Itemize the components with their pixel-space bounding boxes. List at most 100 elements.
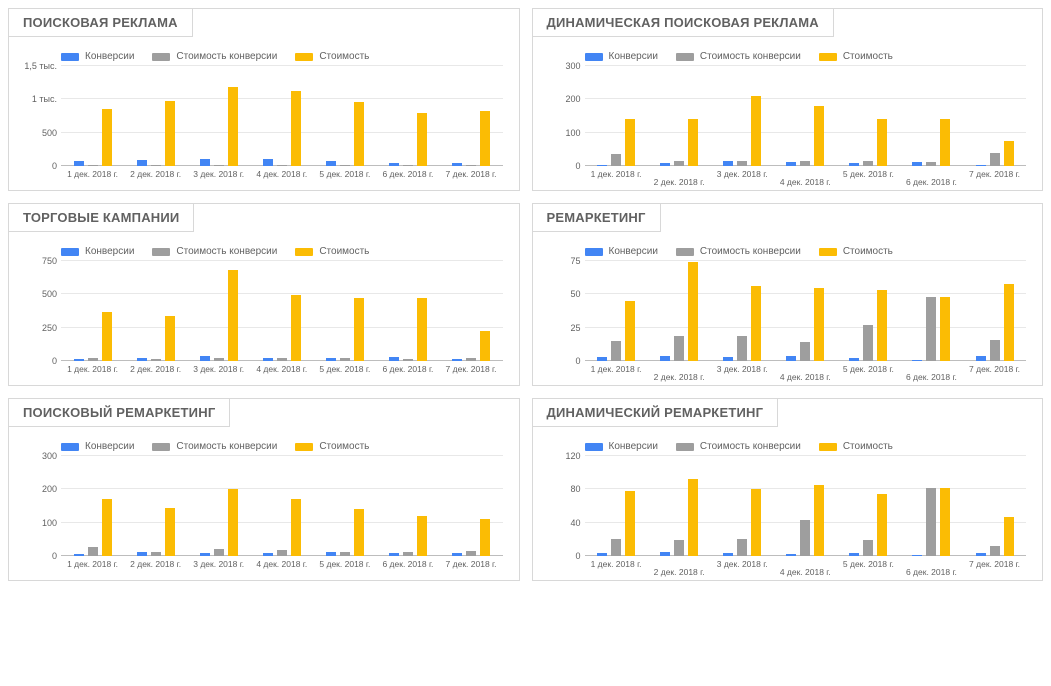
bar[interactable]	[102, 109, 112, 166]
bar-groups	[61, 456, 503, 556]
legend-item[interactable]: Конверсии	[585, 51, 658, 62]
legend-item[interactable]: Конверсии	[61, 246, 134, 257]
bar[interactable]	[926, 488, 936, 556]
y-tick-label: 40	[570, 518, 580, 528]
panel-search-remarketing: ПОИСКОВЫЙ РЕМАРКЕТИНГКонверсииСтоимость …	[8, 398, 520, 581]
bar[interactable]	[877, 119, 887, 166]
bar[interactable]	[625, 491, 635, 556]
bar[interactable]	[625, 301, 635, 361]
legend-label: Конверсии	[609, 51, 658, 62]
x-tick-label: 3 дек. 2018 г.	[187, 361, 250, 381]
bar[interactable]	[228, 87, 238, 166]
legend-item[interactable]: Стоимость конверсии	[676, 51, 801, 62]
bar[interactable]	[1004, 284, 1014, 361]
bar[interactable]	[940, 119, 950, 166]
bar-group	[250, 261, 313, 361]
bar[interactable]	[611, 341, 621, 361]
bar[interactable]	[291, 91, 301, 166]
bar[interactable]	[200, 159, 210, 166]
legend-item[interactable]: Стоимость	[295, 246, 369, 257]
panel-body: КонверсииСтоимость конверсииСтоимость010…	[9, 427, 519, 580]
y-tick-label: 1 тыс.	[32, 94, 57, 104]
bar[interactable]	[625, 119, 635, 166]
bar[interactable]	[480, 111, 490, 166]
bar[interactable]	[688, 262, 698, 361]
bar[interactable]	[263, 159, 273, 166]
x-tick-label: 4 дек. 2018 г.	[250, 556, 313, 576]
bar[interactable]	[228, 270, 238, 361]
legend-item[interactable]: Стоимость	[295, 51, 369, 62]
bar[interactable]	[737, 539, 747, 556]
bar[interactable]	[940, 488, 950, 556]
legend-item[interactable]: Конверсии	[61, 51, 134, 62]
legend-item[interactable]: Стоимость конверсии	[676, 246, 801, 257]
bar-group	[837, 66, 900, 166]
legend-item[interactable]: Конверсии	[61, 441, 134, 452]
bar[interactable]	[814, 106, 824, 166]
bar[interactable]	[863, 540, 873, 556]
bar[interactable]	[877, 290, 887, 361]
legend-item[interactable]: Стоимость конверсии	[152, 246, 277, 257]
bar[interactable]	[940, 297, 950, 361]
bar[interactable]	[102, 499, 112, 556]
legend-item[interactable]: Стоимость конверсии	[152, 441, 277, 452]
bar[interactable]	[863, 325, 873, 361]
bar[interactable]	[688, 479, 698, 557]
legend-item[interactable]: Стоимость конверсии	[676, 441, 801, 452]
bar-group	[648, 456, 711, 556]
bar[interactable]	[926, 297, 936, 361]
bar[interactable]	[291, 295, 301, 361]
bar[interactable]	[480, 331, 490, 361]
bar[interactable]	[102, 312, 112, 361]
legend-item[interactable]: Стоимость	[819, 441, 893, 452]
bar[interactable]	[228, 489, 238, 556]
bar[interactable]	[417, 298, 427, 361]
bar[interactable]	[611, 154, 621, 166]
bar[interactable]	[214, 549, 224, 556]
chart-area: 01002003001 дек. 2018 г.2 дек. 2018 г.3 …	[545, 66, 1031, 186]
y-tick-label: 0	[575, 551, 580, 561]
x-tick-label: 3 дек. 2018 г.	[187, 556, 250, 576]
bar[interactable]	[354, 298, 364, 361]
bar[interactable]	[165, 316, 175, 361]
bar[interactable]	[814, 485, 824, 556]
bar[interactable]	[800, 520, 810, 556]
bar[interactable]	[990, 340, 1000, 361]
bar[interactable]	[674, 540, 684, 556]
legend-item[interactable]: Стоимость	[819, 246, 893, 257]
legend-item[interactable]: Конверсии	[585, 246, 658, 257]
bar-group	[648, 66, 711, 166]
legend-item[interactable]: Стоимость	[295, 441, 369, 452]
bar[interactable]	[291, 499, 301, 556]
bar[interactable]	[165, 101, 175, 166]
bar[interactable]	[751, 489, 761, 556]
bar[interactable]	[611, 539, 621, 556]
bar[interactable]	[800, 342, 810, 361]
bar[interactable]	[354, 102, 364, 166]
x-tick-label: 7 дек. 2018 г.	[963, 166, 1026, 186]
bar[interactable]	[674, 336, 684, 361]
bar[interactable]	[88, 547, 98, 556]
legend-swatch	[61, 248, 79, 256]
x-tick-label: 5 дек. 2018 г.	[837, 361, 900, 381]
bar[interactable]	[1004, 517, 1014, 556]
bar[interactable]	[990, 546, 1000, 556]
bar[interactable]	[417, 113, 427, 166]
bar[interactable]	[877, 494, 887, 557]
bar[interactable]	[417, 516, 427, 556]
bar[interactable]	[737, 336, 747, 361]
legend-item[interactable]: Стоимость конверсии	[152, 51, 277, 62]
bar[interactable]	[990, 153, 1000, 166]
bar[interactable]	[165, 508, 175, 556]
bar[interactable]	[814, 288, 824, 361]
bar[interactable]	[751, 96, 761, 166]
x-tick-label: 1 дек. 2018 г.	[61, 166, 124, 186]
legend-item[interactable]: Стоимость	[819, 51, 893, 62]
legend-item[interactable]: Конверсии	[585, 441, 658, 452]
bar[interactable]	[480, 519, 490, 556]
legend-label: Стоимость конверсии	[176, 51, 277, 62]
bar[interactable]	[688, 119, 698, 166]
bar[interactable]	[751, 286, 761, 361]
bar[interactable]	[1004, 141, 1014, 166]
bar[interactable]	[354, 509, 364, 556]
